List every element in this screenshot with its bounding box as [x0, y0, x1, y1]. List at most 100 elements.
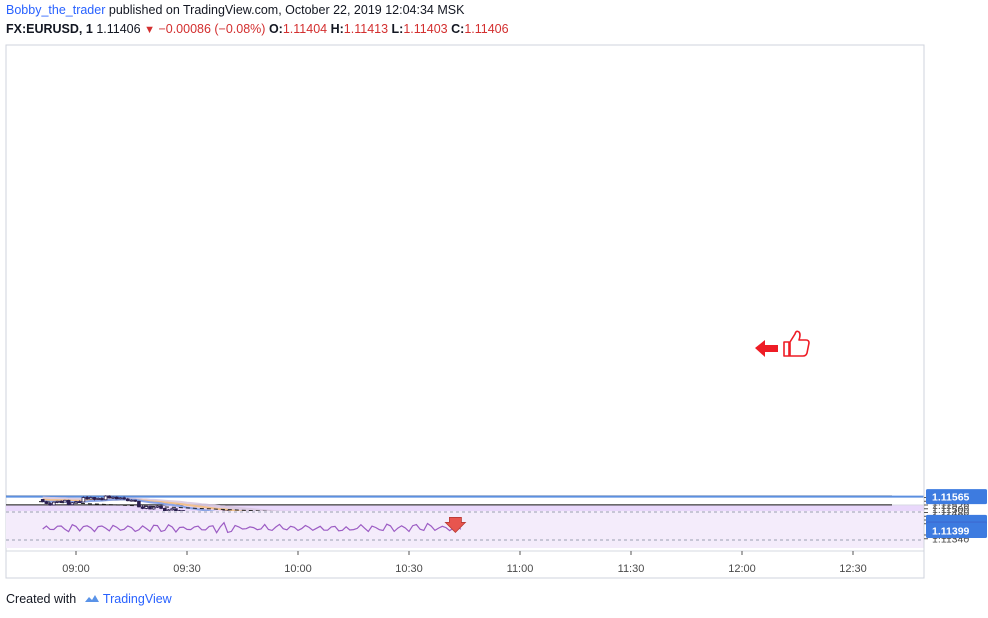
- oscillator-line: [42, 521, 462, 534]
- candle: [103, 495, 108, 501]
- time-axis: 09:00 09:30 10:00 10:30 11:00 11:30 12:00 12:30: [62, 551, 867, 575]
- candle: [144, 505, 149, 510]
- candle-body: [148, 506, 152, 510]
- time-tick-label: 11:30: [618, 563, 645, 575]
- candle-body: [52, 501, 56, 506]
- candle-body: [77, 501, 82, 504]
- publish-info: Bobby_the_trader published on TradingVie…: [6, 3, 464, 17]
- candle-body: [48, 503, 52, 506]
- candle-body: [166, 509, 171, 512]
- candle: [66, 499, 71, 506]
- time-tick-label: 09:00: [62, 563, 90, 575]
- low-label: L:: [391, 22, 404, 36]
- oscillator-band: [6, 511, 924, 548]
- price-tag-label: 1.11399: [932, 525, 970, 537]
- open-value: 1.11404: [282, 22, 328, 36]
- candle: [126, 497, 130, 502]
- price-tick-label: 1.11500: [932, 504, 969, 516]
- high-value: 1.11413: [343, 22, 389, 36]
- candle: [159, 505, 163, 510]
- candle-body: [59, 500, 63, 503]
- price-axis-bg: [924, 45, 988, 551]
- candle-body: [63, 499, 67, 503]
- candle: [81, 496, 86, 503]
- candle: [170, 508, 175, 511]
- candle-body: [96, 498, 101, 500]
- candle: [114, 496, 119, 500]
- candle-body: [74, 501, 78, 504]
- time-tick-label: 12:00: [728, 563, 756, 575]
- time-tick-label: 11:00: [507, 563, 534, 575]
- candle-body: [126, 498, 130, 502]
- candle: [140, 505, 145, 510]
- candle-body: [159, 505, 163, 509]
- candle: [155, 505, 160, 509]
- close-label: C:: [451, 22, 465, 36]
- candle-body: [100, 498, 104, 501]
- candle-body: [151, 506, 156, 510]
- candle: [96, 497, 101, 500]
- candle-body: [137, 500, 141, 508]
- down-arrow-marker-icon: [444, 517, 467, 533]
- candle: [133, 499, 138, 503]
- candle-body: [55, 500, 60, 503]
- candle: [40, 498, 45, 503]
- candle: [70, 502, 75, 506]
- candle: [77, 500, 82, 504]
- candle-body: [162, 507, 167, 512]
- symbol-legend: FX:EURUSD, 1 1.11406 ▼ −0.00086 (−0.08%)…: [6, 22, 509, 36]
- candle-body: [129, 499, 134, 502]
- chart-frame: [5, 44, 925, 579]
- open-label: O:: [268, 22, 283, 36]
- candle-body: [133, 499, 138, 502]
- candle: [55, 500, 60, 504]
- chart-pane: [5, 44, 925, 579]
- close-value: 1.11406: [464, 22, 509, 36]
- thumbs-up-icon: [783, 330, 810, 357]
- tradingview-logo-icon: [84, 595, 99, 602]
- author-link[interactable]: Bobby_the_trader: [6, 3, 106, 17]
- tradingview-link[interactable]: TradingView: [102, 592, 172, 606]
- price-tag-bg: [926, 522, 987, 538]
- candle-body: [144, 506, 149, 509]
- time-tick-label: 09:30: [173, 563, 201, 575]
- left-arrow-icon: [755, 340, 778, 357]
- candle: [129, 499, 134, 502]
- candle-body: [170, 508, 175, 511]
- footer: Created with TradingView: [6, 592, 172, 606]
- time-tick-label: 12:30: [839, 563, 867, 575]
- candle: [63, 499, 67, 503]
- candle: [52, 501, 56, 506]
- price-change: −0.00086 (−0.08%): [158, 22, 266, 36]
- candle-body: [103, 495, 108, 501]
- price-axis: 1.115601.115401.115201.115001.114801.114…: [923, 45, 988, 578]
- symbol-label[interactable]: FX:EURUSD, 1: [6, 22, 93, 36]
- candle-body: [111, 496, 115, 499]
- candle: [107, 495, 112, 499]
- candle-body: [107, 495, 112, 499]
- candle-body: [81, 497, 86, 503]
- time-tick-label: 10:00: [284, 563, 312, 575]
- high-label: H:: [330, 22, 344, 36]
- candle: [118, 497, 123, 500]
- candle: [92, 497, 97, 501]
- candle: [148, 505, 152, 510]
- candle: [111, 496, 115, 500]
- candle-body: [92, 497, 97, 500]
- candle-body: [140, 506, 145, 509]
- price-tag-label: 1.11565: [932, 492, 970, 504]
- created-with-label: Created with: [6, 592, 77, 606]
- annotations-layer: [444, 330, 810, 533]
- oscillator-pane: [6, 511, 924, 548]
- candle: [89, 496, 93, 500]
- candle-body: [122, 497, 126, 500]
- candle-body: [85, 497, 89, 500]
- last-price: 1.11406: [96, 22, 141, 36]
- candle-body: [118, 497, 123, 500]
- publish-text: published on TradingView.com, October 22…: [108, 3, 465, 17]
- candle-body: [70, 502, 75, 506]
- down-triangle-icon: ▼: [144, 24, 155, 36]
- candle: [48, 502, 52, 506]
- price-tag-bg: [926, 489, 987, 505]
